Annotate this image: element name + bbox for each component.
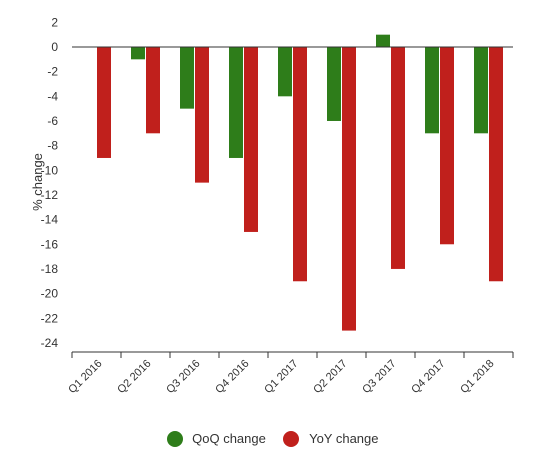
legend-label-qoq: QoQ change [192, 431, 266, 447]
legend-item-yoy[interactable]: YoY change [283, 430, 379, 447]
bar-qoq[interactable] [278, 47, 292, 97]
y-tick-label: -24 [41, 336, 59, 350]
x-tick-label: Q4 2016 [213, 358, 251, 396]
bar-yoy[interactable] [195, 47, 209, 183]
y-tick-label: 0 [51, 40, 58, 54]
legend-item-qoq[interactable]: QoQ change [166, 430, 266, 447]
bar-yoy[interactable] [244, 47, 258, 232]
legend-marker-yoy [283, 430, 300, 447]
x-tick-label: Q4 2017 [409, 358, 447, 396]
y-tick-label: -18 [41, 262, 59, 276]
bar-qoq[interactable] [376, 34, 390, 47]
bar-qoq[interactable] [180, 47, 194, 109]
bar-yoy[interactable] [97, 47, 111, 158]
bar-qoq[interactable] [474, 47, 488, 134]
y-tick-label: -2 [47, 65, 58, 79]
y-tick-label: -8 [47, 139, 58, 153]
bar-yoy[interactable] [440, 47, 454, 245]
bar-chart: 2 0 -2 -4 -6 -8 -10 -12 -14 -16 -18 -20 -22 -24 Q1 20… [30, 15, 514, 396]
x-tick-label: Q1 2017 [262, 358, 300, 396]
x-tick-label: Q3 2016 [164, 358, 202, 396]
y-tick-label: -10 [41, 163, 59, 177]
bar-yoy[interactable] [342, 47, 356, 331]
y-tick-label: -4 [47, 89, 58, 103]
x-tick-label: Q1 2016 [66, 358, 104, 396]
bar-qoq[interactable] [131, 47, 145, 60]
bar-yoy[interactable] [293, 47, 307, 282]
y-tick-label: -20 [41, 287, 59, 301]
y-tick-label: -22 [41, 311, 59, 325]
y-axis-label: % change [30, 153, 45, 211]
legend-marker-qoq [166, 430, 183, 447]
x-tick-label: Q2 2016 [115, 358, 153, 396]
bar-qoq[interactable] [425, 47, 439, 134]
y-tick-label: -14 [41, 213, 59, 227]
bar-yoy[interactable] [391, 47, 405, 269]
y-tick-label: -16 [41, 237, 59, 251]
bar-qoq[interactable] [229, 47, 243, 158]
y-tick-label: -12 [41, 188, 59, 202]
legend-label-yoy: YoY change [309, 431, 379, 447]
x-tick-label: Q1 2018 [458, 358, 496, 396]
bar-yoy[interactable] [146, 47, 160, 134]
x-tick-label: Q3 2017 [360, 358, 398, 396]
bar-qoq[interactable] [327, 47, 341, 121]
y-tick-label: -6 [47, 114, 58, 128]
legend: QoQ change YoY change [0, 430, 545, 447]
y-tick-label: 2 [51, 15, 58, 29]
x-tick-label: Q2 2017 [311, 358, 349, 396]
bar-yoy[interactable] [489, 47, 503, 282]
